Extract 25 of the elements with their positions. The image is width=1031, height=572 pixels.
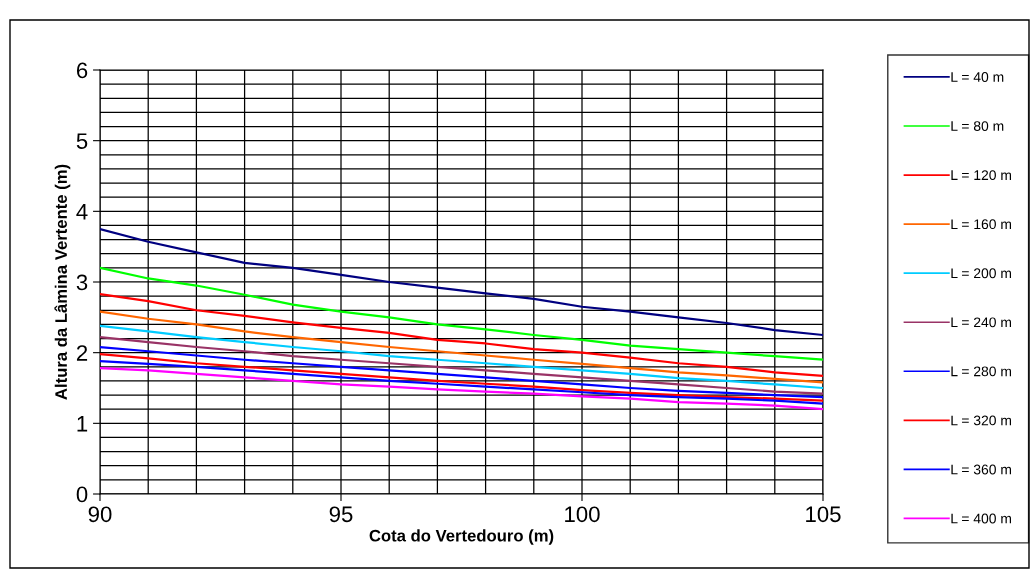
x-tick-label: 90 bbox=[88, 506, 112, 523]
x-tick-label: 105 bbox=[806, 506, 841, 523]
legend-label: L = 80 m bbox=[951, 121, 1004, 131]
legend-label: L = 360 m bbox=[951, 464, 1011, 475]
legend-label: L = 40 m bbox=[951, 72, 1004, 82]
y-tick-label: 0 bbox=[76, 486, 88, 503]
y-tick-label: 4 bbox=[76, 204, 88, 220]
x-tick-label: 95 bbox=[329, 506, 353, 523]
y-tick-label: 2 bbox=[76, 345, 88, 361]
y-tick-label: 3 bbox=[76, 274, 88, 291]
x-axis-title: Cota do Vertedouro (m) bbox=[369, 529, 554, 545]
y-tick-label: 1 bbox=[77, 416, 88, 432]
y-axis-title: Altura da Lâmina Vertente (m) bbox=[54, 164, 71, 400]
legend-label: L = 240 m bbox=[951, 317, 1011, 328]
legend-label: L = 280 m bbox=[951, 366, 1011, 377]
legend-label: L = 320 m bbox=[951, 415, 1011, 426]
line-series bbox=[100, 360, 823, 405]
legend-label: L = 120 m bbox=[951, 170, 1011, 181]
legend-label: L = 200 m bbox=[951, 268, 1011, 279]
x-tick-label: 100 bbox=[565, 506, 600, 523]
legend-label: L = 400 m bbox=[951, 513, 1011, 524]
y-tick-label: 6 bbox=[76, 62, 88, 79]
y-tick-label: 5 bbox=[76, 133, 88, 149]
line-series bbox=[100, 367, 823, 411]
legend-label: L = 160 m bbox=[951, 219, 1011, 230]
